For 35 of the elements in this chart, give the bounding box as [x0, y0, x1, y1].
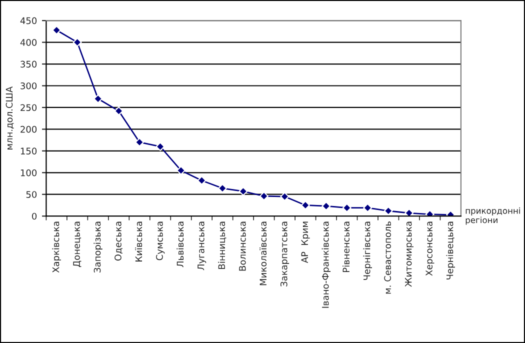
x-axis-title: прикордонні регіони [466, 207, 520, 225]
x-tick-label: Закарпатська [280, 222, 290, 286]
x-tick-label: Сумська [156, 222, 165, 260]
x-tick-label: м. Севастополь [384, 221, 391, 294]
y-tick-label: 100 [20, 169, 37, 176]
x-tick-label: Харківська [52, 222, 61, 273]
x-tick-label: Рівненська [342, 222, 350, 272]
y-tick-label: 450 [20, 17, 37, 24]
x-tick-label: Миколаївська [260, 222, 267, 286]
y-tick-label: 350 [20, 60, 37, 68]
point [197, 176, 206, 185]
x-tick-label: АР Крим [301, 222, 310, 264]
x-tick-label: Київська [135, 222, 142, 262]
x-tick-label: Одеська [114, 222, 123, 261]
y-tick-label: 250 [20, 104, 37, 112]
x-tick-label: Луганська [198, 222, 206, 270]
y-tick-label: 50 [26, 191, 37, 198]
x-tick-label: Запорізька [94, 222, 102, 272]
x-tick-label: Херсонська [426, 222, 434, 276]
x-tick-label: Волинська [239, 222, 246, 271]
y-tick-label: 150 [20, 148, 37, 154]
y-tick-label: 0 [32, 212, 37, 220]
x-tick-label: Житомирська [405, 222, 414, 287]
x-tick-label: Чернівецька [446, 222, 455, 280]
y-tick-label: 400 [20, 39, 37, 46]
x-tick-label: Вінницька [218, 222, 226, 269]
x-tick-label: Івано-Франківська [322, 222, 331, 308]
y-axis-title: млн.дол.США [6, 86, 14, 150]
point [280, 192, 290, 201]
x-tick-label: Чернігівська [363, 222, 372, 280]
y-tick-label: 300 [20, 82, 37, 90]
x-tick-label: Львівська [176, 222, 184, 268]
y-tick-label: 200 [20, 126, 37, 133]
x-tick-label: Донецька [73, 222, 82, 267]
point [404, 208, 414, 216]
